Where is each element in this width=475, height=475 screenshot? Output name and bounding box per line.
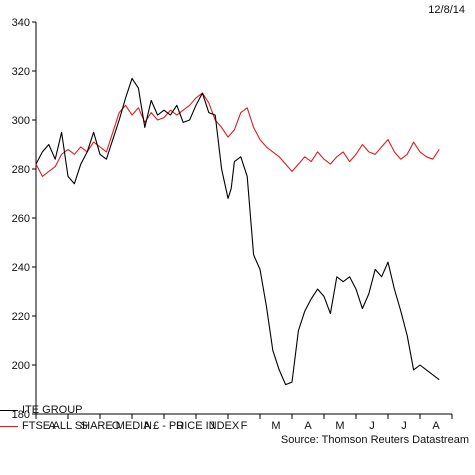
y-tick-label: 220 [12, 311, 30, 323]
source-note: Source: Thomson Reuters Datastream [280, 434, 469, 446]
legend-swatch-ite-group [0, 409, 18, 411]
y-tick-label: 340 [12, 17, 30, 29]
y-tick-label: 320 [12, 66, 30, 78]
x-tick-label: J [401, 420, 407, 432]
date-label: 12/8/14 [428, 4, 465, 16]
y-tick-label: 200 [12, 360, 30, 372]
x-tick-label: S [80, 420, 87, 432]
series-line-ite-group [35, 77, 440, 386]
x-tick-label: M [271, 420, 280, 432]
x-tick-label: O [112, 420, 121, 432]
y-tick-label: 280 [12, 164, 30, 176]
legend-item-ite-group: ITE GROUP [0, 404, 83, 416]
y-tick-label: 180 [12, 409, 30, 421]
x-tick-label: M [335, 420, 344, 432]
x-tick-label: N [144, 420, 152, 432]
x-tick-label: A [304, 420, 312, 432]
y-axis-ticks: 180 200 220 240 260 280 300 320 340 [12, 17, 36, 421]
series-line-ftse-media [35, 92, 440, 177]
x-tick-label: A [432, 420, 440, 432]
x-tick-label: A [48, 420, 56, 432]
legend-label-ite-group: ITE GROUP [22, 404, 83, 416]
x-tick-label: J [369, 420, 375, 432]
series-lines [35, 77, 440, 386]
axes [35, 22, 452, 415]
x-tick-label: J [209, 420, 215, 432]
legend-label-ftse-media: FTSE ALL SHARE MEDIA £ - PRICE INDEX [22, 420, 240, 432]
legend-swatch-ftse-media [0, 425, 18, 427]
x-tick-label: D [176, 420, 184, 432]
y-tick-label: 300 [12, 115, 30, 127]
y-tick-label: 260 [12, 213, 30, 225]
x-tick-label: F [241, 420, 248, 432]
legend-item-ftse-media: FTSE ALL SHARE MEDIA £ - PRICE INDEX [0, 420, 239, 432]
y-tick-label: 240 [12, 262, 30, 274]
